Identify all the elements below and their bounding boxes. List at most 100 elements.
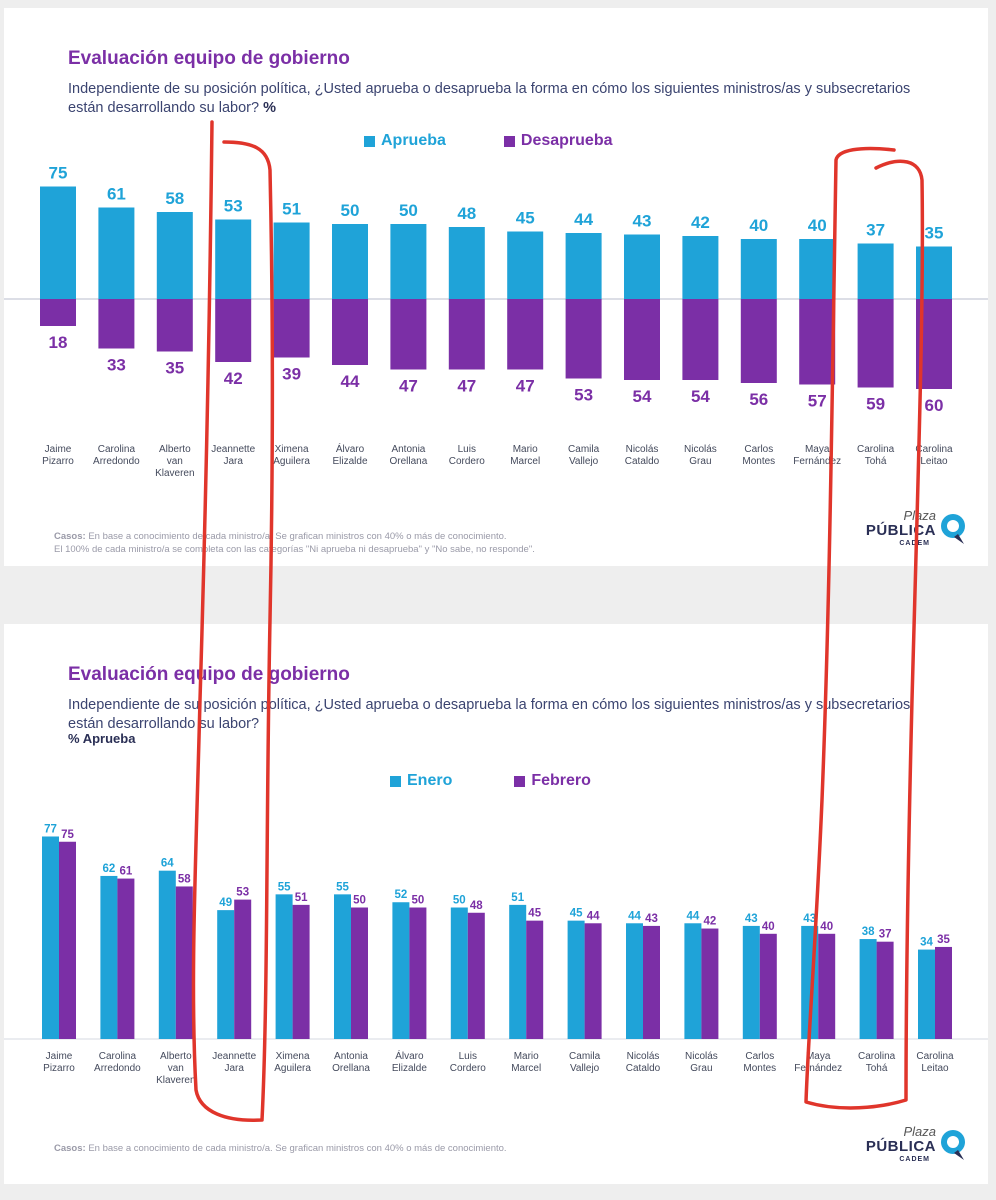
- legend-swatch-enero: [390, 775, 401, 787]
- bar-enero: [918, 949, 935, 1039]
- bar-desaprueba: [273, 299, 310, 358]
- data-label-desaprueba: 56: [749, 390, 768, 409]
- approval-comparison-chart: 77 75 Jaime Pizarro 62 61 Carolina Arredondo 64 5…: [4, 823, 988, 1086]
- category-label: Alberto van Klaveren: [155, 444, 194, 479]
- bar-febrero: [351, 907, 368, 1039]
- data-label-febrero: 43: [645, 913, 658, 925]
- footnote-line-1: Casos: En base a conocimiento de cada mi…: [54, 530, 535, 543]
- category-label: Jeannette Jara: [212, 1051, 256, 1074]
- bar-aprueba: [215, 219, 252, 299]
- data-label-aprueba: 35: [925, 224, 944, 243]
- legend-swatch-febrero: [514, 775, 526, 787]
- bar-enero: [742, 925, 760, 1039]
- logo-cadem: CADEM: [899, 540, 930, 547]
- data-label-enero: 38: [862, 926, 875, 938]
- bar-desaprueba: [156, 299, 193, 352]
- bar-aprueba: [740, 239, 777, 299]
- category-label: Maya Fernández: [793, 444, 841, 467]
- bar-enero: [334, 894, 351, 1039]
- category-label: Antonia Orellana: [332, 1051, 370, 1074]
- speech-bubble-icon: [941, 514, 965, 544]
- data-label-febrero: 40: [820, 921, 833, 933]
- bar-desaprueba: [857, 299, 894, 388]
- category-label: Carolina Leitao: [916, 1051, 954, 1074]
- category-label: Nicolás Cataldo: [626, 1051, 661, 1074]
- data-label-febrero: 44: [587, 910, 600, 922]
- category-label: Álvaro Elizalde: [392, 1049, 427, 1074]
- data-label-enero: 50: [453, 895, 466, 907]
- bar-febrero: [175, 886, 193, 1039]
- bar-enero: [859, 939, 877, 1039]
- data-label-aprueba: 37: [866, 221, 885, 240]
- bar-desaprueba: [215, 299, 252, 362]
- bar-desaprueba: [916, 299, 952, 389]
- data-label-aprueba: 50: [399, 201, 418, 220]
- legend-label-enero: Enero: [407, 772, 453, 789]
- data-label-desaprueba: 39: [282, 365, 301, 384]
- plaza-publica-cadem-logo: Plaza PÚBLICA CADEM: [866, 1124, 970, 1172]
- footnote: Casos: En base a conocimiento de cada mi…: [54, 1142, 507, 1155]
- data-label-enero: 51: [511, 892, 524, 904]
- category-label: Carolina Arredondo: [93, 444, 140, 467]
- category-label: Mario Marcel: [511, 1051, 541, 1074]
- bar-aprueba: [916, 246, 952, 299]
- bar-aprueba: [799, 239, 836, 299]
- bar-febrero: [584, 923, 602, 1039]
- bar-enero: [100, 875, 118, 1039]
- bar-aprueba: [682, 236, 719, 299]
- bar-desaprueba: [507, 299, 544, 370]
- category-label: Luis Cordero: [449, 444, 486, 467]
- bar-desaprueba: [390, 299, 427, 370]
- data-label-desaprueba: 47: [516, 377, 535, 396]
- legend-swatch-aprueba: [364, 135, 375, 147]
- legend: Aprueba Desaprueba: [364, 132, 613, 150]
- unit-label: %: [263, 100, 276, 116]
- bar-enero: [684, 923, 702, 1039]
- category-label: Alberto van Klaveren: [156, 1051, 195, 1086]
- bar-desaprueba: [40, 299, 76, 326]
- subtitle-text: Independiente de su posición política, ¿…: [68, 81, 911, 116]
- data-label-febrero: 53: [236, 887, 249, 899]
- data-label-desaprueba: 47: [399, 377, 418, 396]
- bar-aprueba: [857, 243, 894, 299]
- data-label-desaprueba: 35: [165, 359, 184, 378]
- data-label-enero: 77: [44, 823, 57, 835]
- bar-desaprueba: [98, 299, 135, 349]
- bar-febrero: [117, 878, 135, 1039]
- data-label-enero: 43: [745, 913, 758, 925]
- category-label: Nicolás Cataldo: [625, 444, 660, 467]
- legend-label-febrero: Febrero: [531, 772, 591, 789]
- bar-aprueba: [448, 227, 485, 299]
- data-label-desaprueba: 59: [866, 395, 885, 414]
- chart-title: Evaluación equipo de gobierno: [68, 48, 350, 69]
- data-label-aprueba: 40: [749, 216, 768, 235]
- bar-febrero: [935, 946, 952, 1039]
- bar-aprueba: [156, 212, 193, 299]
- legend-label-desaprueba: Desaprueba: [520, 132, 613, 149]
- data-label-febrero: 50: [412, 895, 425, 907]
- data-label-febrero: 75: [61, 829, 74, 841]
- data-label-desaprueba: 42: [224, 369, 243, 388]
- category-label: Carlos Montes: [743, 1051, 776, 1074]
- category-label: Carolina Tohá: [858, 1051, 896, 1074]
- bar-aprueba: [273, 222, 310, 299]
- bar-febrero: [234, 899, 252, 1039]
- bar-aprueba: [390, 224, 427, 299]
- plaza-publica-cadem-logo: Plaza PÚBLICA CADEM: [866, 508, 970, 556]
- data-label-aprueba: 61: [107, 185, 126, 204]
- category-label: Carolina Arredondo: [94, 1051, 141, 1074]
- category-label: Luis Cordero: [450, 1051, 487, 1074]
- category-label: Mario Marcel: [510, 444, 540, 467]
- bar-febrero: [818, 933, 836, 1039]
- bar-enero: [567, 920, 585, 1039]
- bar-aprueba: [624, 234, 660, 299]
- bar-enero: [392, 902, 410, 1039]
- data-label-aprueba: 42: [691, 213, 710, 232]
- data-label-enero: 52: [395, 889, 408, 901]
- category-label: Maya Fernández: [794, 1051, 842, 1074]
- data-label-enero: 45: [570, 908, 583, 920]
- category-label: Álvaro Elizalde: [332, 442, 367, 467]
- bar-febrero: [759, 933, 777, 1039]
- data-label-aprueba: 43: [633, 212, 652, 231]
- data-label-aprueba: 45: [516, 209, 535, 228]
